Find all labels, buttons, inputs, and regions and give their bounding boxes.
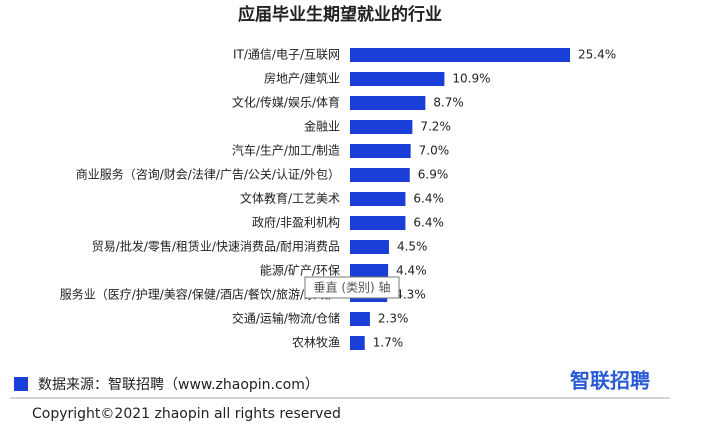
bar	[350, 216, 406, 230]
category-label: 交通/运输/物流/仓储	[232, 311, 340, 326]
category-label: IT/通信/电子/互联网	[233, 48, 340, 62]
logo: 智联招聘	[570, 369, 650, 393]
bar	[350, 96, 426, 110]
category-label: 能源/矿产/环保	[260, 264, 340, 278]
value-label: 4.4%	[396, 264, 427, 278]
chart-title: 应届毕业生期望就业的行业	[238, 4, 442, 25]
bar	[350, 120, 413, 134]
category-label: 商业服务（咨询/财会/法律/广告/公关/认证/外包）	[76, 167, 340, 182]
value-label: 8.7%	[433, 96, 464, 110]
bar	[350, 48, 570, 62]
copyright: Copyright©2021 zhaopin all rights reserv…	[32, 406, 341, 422]
value-label: 2.3%	[378, 312, 409, 326]
bar	[350, 240, 389, 254]
bar	[350, 336, 365, 350]
category-label: 金融业	[304, 119, 340, 134]
bar	[350, 72, 445, 86]
bar	[350, 144, 411, 158]
category-label: 农林牧渔	[292, 336, 340, 350]
value-label: 6.4%	[413, 192, 444, 206]
source: 数据来源：智联招聘（www.zhaopin.com）	[38, 377, 319, 393]
value-label: 10.9%	[452, 72, 490, 86]
legend-swatch	[14, 377, 28, 391]
bar	[350, 192, 406, 206]
value-label: 6.9%	[418, 168, 449, 182]
value-label: 4.3%	[395, 288, 426, 302]
bar	[350, 168, 410, 182]
category-label: 政府/非盈利机构	[252, 215, 340, 230]
category-label: 贸易/批发/零售/租赁业/快速消费品/耐用消费品	[92, 239, 340, 254]
category-label: 汽车/生产/加工/制造	[232, 143, 340, 158]
value-label: 6.4%	[413, 216, 444, 230]
value-label: 1.7%	[373, 336, 404, 350]
value-label: 7.0%	[419, 144, 450, 158]
category-label: 文体教育/工艺美术	[240, 191, 340, 206]
tooltip-box	[304, 276, 400, 299]
category-label: 服务业（医疗/护理/美容/保健/酒店/餐饮/旅游/家政）	[60, 287, 340, 302]
value-label: 7.2%	[420, 120, 451, 134]
bar	[350, 264, 389, 278]
tooltip-text: 垂直 (类别) 轴	[314, 280, 391, 295]
value-label: 4.5%	[397, 240, 428, 254]
tooltip: 垂直 (类别) 轴	[304, 276, 400, 299]
value-label: 25.4%	[578, 48, 616, 62]
category-label: 房地产/建筑业	[264, 71, 340, 86]
bar	[350, 312, 370, 326]
category-label: 文化/传媒/娱乐/体育	[232, 95, 340, 110]
